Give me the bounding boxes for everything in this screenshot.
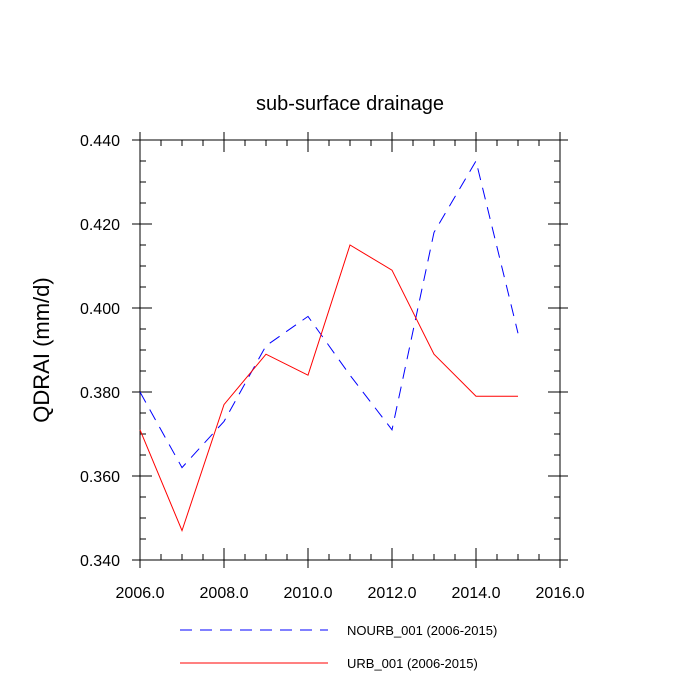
y-tick-label: 0.340 <box>80 553 120 570</box>
x-tick-label: 2014.0 <box>452 585 501 602</box>
legend-label: URB_001 (2006-2015) <box>347 656 478 671</box>
series-line-2 <box>139 244 518 533</box>
axes <box>139 139 561 561</box>
ticks: 2006.0 2008.0 2010.0 2012.0 2014.0 2016.0 0.34… <box>80 132 585 602</box>
y-tick-label: 0.400 <box>80 301 120 318</box>
legend: NOURB_001 (2006-2015) URB_001 (2006-2015) <box>180 623 497 671</box>
chart-title: sub-surface drainage <box>256 93 444 115</box>
x-tick-label: 2016.0 <box>536 585 585 602</box>
series-line-1 <box>139 159 519 469</box>
x-tick-label: 2006.0 <box>116 585 165 602</box>
x-tick-label: 2008.0 <box>200 585 249 602</box>
y-tick-label: 0.360 <box>80 469 120 486</box>
y-axis-label: QDRAI (mm/d) <box>29 277 54 422</box>
plot-frame <box>139 139 561 561</box>
y-tick-label: 0.420 <box>80 217 120 234</box>
series-layer <box>139 159 519 533</box>
x-tick-label: 2010.0 <box>284 585 333 602</box>
legend-label: NOURB_001 (2006-2015) <box>347 623 497 638</box>
y-tick-label: 0.380 <box>80 385 120 402</box>
x-tick-label: 2012.0 <box>368 585 417 602</box>
y-tick-label: 0.440 <box>80 133 120 150</box>
